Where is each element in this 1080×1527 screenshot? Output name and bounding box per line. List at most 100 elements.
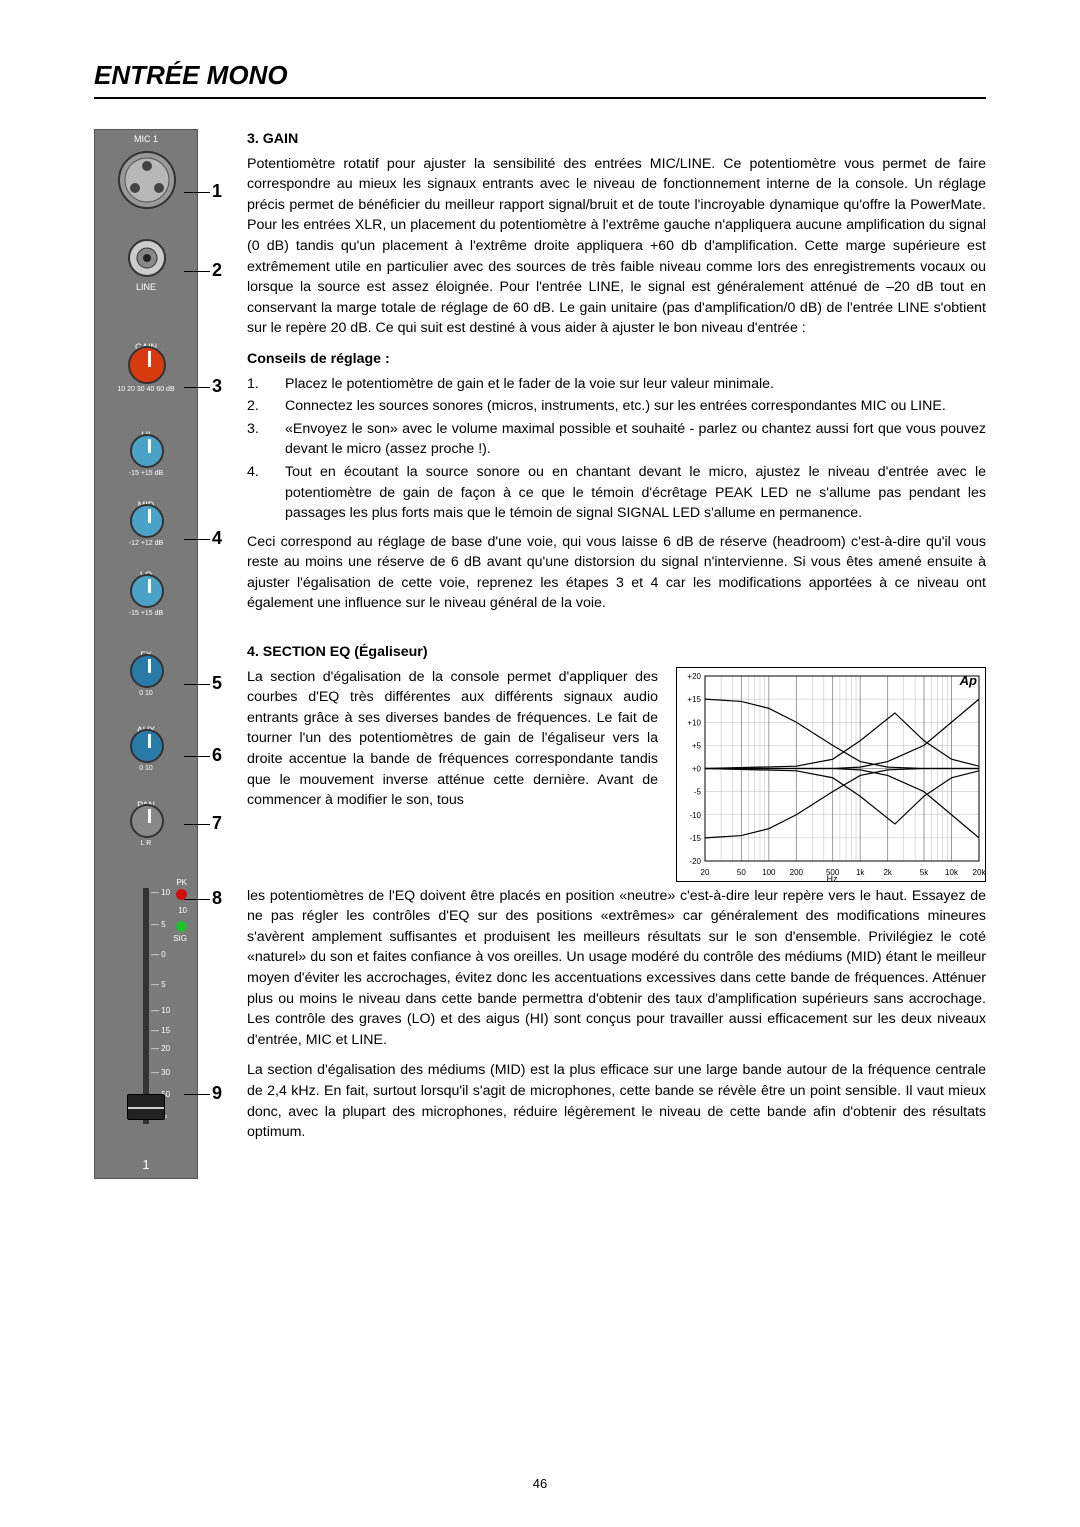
channel-strip-column: MIC 1 LINE GAIN 10 20 30 40 60 dB HI <box>94 129 229 1179</box>
callout-number: 4 <box>212 528 222 549</box>
callout-number: 6 <box>212 745 222 766</box>
pan-knob[interactable] <box>130 804 164 838</box>
tip-item: 4.Tout en écoutant la source sonore ou e… <box>247 462 986 524</box>
fader-area: — 10— 5— 0— 5— 10— 15— 20— 30— 50— ∞ <box>95 888 199 1148</box>
callout-line <box>184 824 210 825</box>
svg-text:Hz: Hz <box>827 874 838 883</box>
fader-mark: — 30 <box>151 1068 170 1077</box>
svg-text:-20: -20 <box>689 857 701 866</box>
fx-send-scale: 0 10 <box>99 690 193 697</box>
page-title: ENTRÉE MONO <box>94 60 986 99</box>
svg-text:-10: -10 <box>689 810 701 819</box>
fader-mark: — 5 <box>151 920 166 929</box>
aux-send-scale: 0 10 <box>99 765 193 772</box>
callout-line <box>184 899 210 900</box>
tips-heading: Conseils de réglage : <box>247 349 986 370</box>
eq-mid-knob[interactable] <box>130 504 164 538</box>
fader-cap[interactable] <box>127 1094 165 1120</box>
fader-mark: — 10 <box>151 1006 170 1015</box>
trs-jack-icon <box>127 238 167 278</box>
mic-label: MIC 1 <box>95 134 197 144</box>
callout-number: 2 <box>212 260 222 281</box>
svg-text:+20: +20 <box>687 672 701 681</box>
fader-mark: — 0 <box>151 950 166 959</box>
eq-lo-scale: -15 +15 dB <box>99 610 193 617</box>
callout-number: 5 <box>212 673 222 694</box>
callout-line <box>184 387 210 388</box>
eq-mid-scale: -12 +12 dB <box>99 540 193 547</box>
callout-line <box>184 539 210 540</box>
svg-text:+0: +0 <box>692 764 702 773</box>
callout-number: 7 <box>212 813 222 834</box>
callout-line <box>184 684 210 685</box>
aux-send-knob[interactable] <box>130 729 164 763</box>
gain-section: GAIN 10 20 30 40 60 dB <box>95 342 197 352</box>
eq-curve-hi_boost <box>705 699 979 768</box>
gain-heading: 3. GAIN <box>247 129 986 150</box>
pk-label: PK <box>173 878 187 887</box>
svg-text:+10: +10 <box>687 718 701 727</box>
eq-row: La section d'égalisation de la console p… <box>247 667 986 882</box>
tip-item: 3.«Envoyez le son» avec le volume maxima… <box>247 419 986 460</box>
eq-curve-hi_cut <box>705 768 979 837</box>
content-area: MIC 1 LINE GAIN 10 20 30 40 60 dB HI <box>94 129 986 1179</box>
svg-text:+5: +5 <box>692 741 702 750</box>
eq-response-chart: Ap 20501002005001k2k5k10k20k-20-15-10-5+… <box>676 667 986 882</box>
fader-mark: — 10 <box>151 888 170 897</box>
callout-number: 1 <box>212 181 222 202</box>
mixer-channel-strip: MIC 1 LINE GAIN 10 20 30 40 60 dB HI <box>94 129 198 1179</box>
svg-text:2k: 2k <box>883 868 892 877</box>
eq-curve-mid_cut <box>705 768 979 824</box>
gain-scale: 10 20 30 40 60 dB <box>99 386 193 393</box>
xlr-jack-icon <box>117 150 177 210</box>
eq-body-left: La section d'égalisation de la console p… <box>247 667 658 882</box>
fader-mark: — 5 <box>151 980 166 989</box>
svg-text:+15: +15 <box>687 695 701 704</box>
pan-scale: L R <box>99 840 193 847</box>
eq-heading: 4. SECTION EQ (Égaliseur) <box>247 642 986 663</box>
callout-line <box>184 192 210 193</box>
svg-text:1k: 1k <box>856 868 865 877</box>
svg-text:50: 50 <box>737 868 746 877</box>
eq-body-last: La section d'égalisation des médiums (MI… <box>247 1060 986 1142</box>
eq-body-after: les potentiomètres de l'EQ doivent être … <box>247 886 986 1051</box>
eq-curve-mid_boost <box>705 713 979 769</box>
eq-lo-section: LO -15 +15 dB <box>95 570 197 580</box>
fx-send-knob[interactable] <box>130 654 164 688</box>
fader-mark: — 15 <box>151 1026 170 1035</box>
line-label: LINE <box>95 282 197 292</box>
svg-text:-5: -5 <box>694 787 702 796</box>
channel-number: 1 <box>95 1157 197 1172</box>
svg-text:200: 200 <box>790 868 804 877</box>
callout-number: 9 <box>212 1083 222 1104</box>
gain-body: Potentiomètre rotatif pour ajuster la se… <box>247 154 986 339</box>
tip-item: 2.Connectez les sources sonores (micros,… <box>247 396 986 417</box>
svg-text:100: 100 <box>762 868 776 877</box>
svg-text:20k: 20k <box>973 868 987 877</box>
tips-list: 1.Placez le potentiomètre de gain et le … <box>247 374 986 524</box>
tip-item: 1.Placez le potentiomètre de gain et le … <box>247 374 986 395</box>
fx-send-section: FX 0 10 <box>95 650 197 660</box>
svg-text:20: 20 <box>701 868 710 877</box>
callout-number: 3 <box>212 376 222 397</box>
gain-knob[interactable] <box>128 346 166 384</box>
svg-text:-15: -15 <box>689 834 701 843</box>
eq-hi-scale: -15 +15 dB <box>99 470 193 477</box>
eq-lo-knob[interactable] <box>130 574 164 608</box>
callout-line <box>184 271 210 272</box>
fader-track <box>143 888 149 1124</box>
fader-mark: — 20 <box>151 1044 170 1053</box>
text-column: 3. GAIN Potentiomètre rotatif pour ajust… <box>247 129 986 1179</box>
eq-hi-section: HI -15 +15 dB <box>95 430 197 440</box>
eq-hi-knob[interactable] <box>130 434 164 468</box>
callout-line <box>184 756 210 757</box>
callout-number: 8 <box>212 888 222 909</box>
page-number: 46 <box>533 1476 547 1491</box>
gain-after-tips: Ceci correspond au réglage de base d'une… <box>247 532 986 614</box>
callout-line <box>184 1094 210 1095</box>
eq-mid-section: MID -12 +12 dB <box>95 500 197 510</box>
svg-text:10k: 10k <box>945 868 959 877</box>
svg-text:5k: 5k <box>920 868 929 877</box>
aux-send-section: AUX 0 10 <box>95 725 197 735</box>
pan-section: PAN L R <box>95 800 197 810</box>
